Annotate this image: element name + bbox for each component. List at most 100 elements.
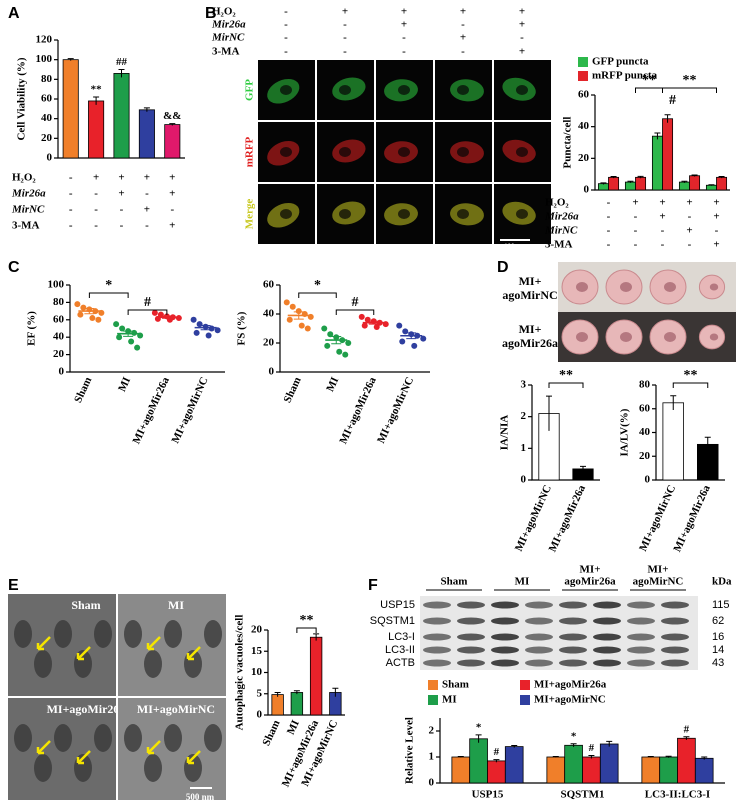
- y-axis-label: EF (%): [26, 311, 38, 346]
- bracket: [672, 382, 709, 388]
- panel-letter: F: [368, 577, 378, 594]
- band: [423, 633, 451, 641]
- treatment-label: H₂O₂: [545, 197, 569, 209]
- nucleus: [516, 209, 528, 219]
- organelle: [54, 620, 72, 648]
- band: [559, 601, 587, 609]
- heart-lumen: [664, 282, 676, 292]
- error-bar: [161, 315, 172, 319]
- y-tick-label: 40: [578, 120, 590, 132]
- arrow: [186, 646, 201, 661]
- treatment-sign: -: [661, 239, 665, 251]
- x-tick-label: MI: [324, 375, 341, 393]
- bar: [546, 756, 566, 784]
- treatment-sign: -: [688, 239, 692, 251]
- treatment-sign: -: [607, 225, 611, 237]
- nucleus: [280, 209, 292, 219]
- legend-label: GFP puncta: [592, 56, 649, 68]
- treatment-sign: -: [120, 220, 124, 232]
- point: [113, 321, 120, 328]
- bar: [597, 183, 609, 191]
- significance: *: [476, 721, 482, 733]
- blot-group-label: agoMirNC: [633, 576, 684, 588]
- significance: #: [684, 723, 690, 735]
- nucleus: [280, 147, 292, 157]
- treatment-label: Mir26a: [544, 211, 579, 223]
- blot: [420, 596, 698, 670]
- error-bar: [588, 754, 595, 759]
- nucleus: [398, 147, 410, 157]
- error-bar: [143, 107, 150, 112]
- error-bar: [704, 436, 711, 452]
- nucleus: [339, 85, 351, 95]
- nucleus: [457, 209, 469, 219]
- panel-letter: E: [8, 577, 19, 594]
- band: [525, 646, 553, 654]
- treatment-label: MirNC: [211, 32, 245, 44]
- treatment-sign: +: [118, 188, 124, 200]
- heart-lumen: [709, 283, 719, 291]
- band: [457, 646, 485, 654]
- treatment-sign: +: [460, 32, 466, 44]
- error-bar: [200, 324, 211, 331]
- bar: [659, 756, 678, 784]
- x-tick-label: MI+agoMirNC: [637, 483, 678, 553]
- point: [175, 315, 182, 322]
- band: [627, 659, 655, 667]
- point: [151, 309, 158, 316]
- blot-group-label: MI+: [648, 564, 669, 576]
- point: [364, 316, 371, 323]
- error-bar: [368, 320, 379, 325]
- y-tick-label: 20: [578, 152, 590, 164]
- treatment-sign: +: [519, 46, 525, 58]
- error-bar: [670, 395, 677, 410]
- y-tick-label: 100: [36, 53, 53, 65]
- bar: [271, 694, 284, 716]
- bar: [651, 135, 663, 191]
- organelle: [14, 724, 32, 752]
- image-label: MI+agoMirNC: [137, 702, 215, 716]
- legend-swatch: [428, 680, 438, 690]
- error-bar: [683, 736, 690, 740]
- point: [396, 322, 403, 329]
- band: [457, 659, 485, 667]
- treatment-sign: +: [713, 211, 719, 223]
- blot-row-label: SQSTM1: [370, 615, 415, 627]
- organelle: [34, 754, 52, 782]
- band: [525, 617, 553, 625]
- heart-lumen: [620, 282, 632, 292]
- x-tick-label: MI+agoMirNC: [513, 483, 554, 553]
- band: [491, 601, 519, 609]
- bar: [564, 744, 583, 784]
- blot-group-label: MI+: [580, 564, 601, 576]
- heart-lumen: [620, 332, 632, 342]
- image-row-label: Merge: [244, 199, 256, 230]
- arrow: [36, 636, 51, 651]
- y-tick-label: 5: [257, 687, 263, 699]
- error-bar: [701, 756, 708, 760]
- error-bar: [293, 311, 304, 320]
- organelle: [14, 620, 32, 648]
- treatment-label: H₂O₂: [212, 6, 236, 18]
- nucleus: [457, 147, 469, 157]
- bracket: [662, 87, 717, 93]
- bar: [451, 756, 471, 784]
- band: [627, 633, 655, 641]
- treatment-label: Mir26a: [211, 19, 246, 31]
- treatment-sign: -: [688, 211, 692, 223]
- error-bar: [708, 184, 715, 186]
- treatment-sign: +: [169, 220, 175, 232]
- treatment-sign: -: [607, 239, 611, 251]
- band: [661, 601, 689, 609]
- y-tick-label: 60: [41, 93, 53, 105]
- x-tick-label: SQSTM1: [560, 789, 604, 801]
- error-bar: [93, 96, 100, 105]
- error-bar: [691, 174, 698, 177]
- band: [559, 617, 587, 625]
- nucleus: [516, 147, 528, 157]
- error-bar: [511, 745, 518, 748]
- point: [342, 351, 349, 358]
- treatment-sign: -: [284, 19, 288, 31]
- y-tick-label: 3: [521, 379, 527, 391]
- x-tick-label: Sham: [282, 375, 304, 404]
